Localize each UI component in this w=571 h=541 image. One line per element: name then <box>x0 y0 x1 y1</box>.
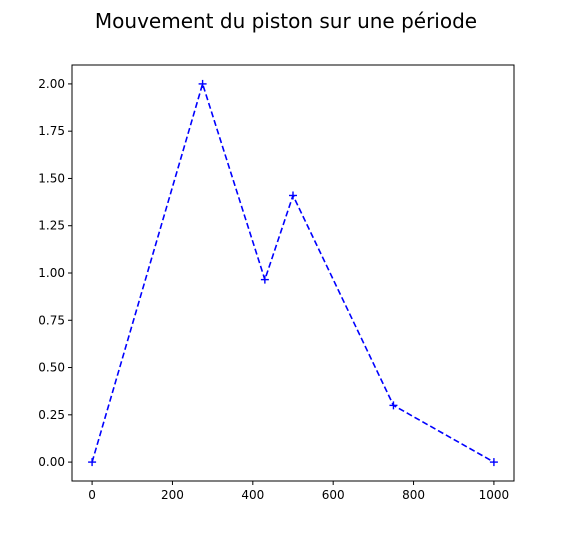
plot-area <box>72 65 514 481</box>
y-tick-label: 2.00 <box>38 77 65 91</box>
data-point <box>389 401 398 410</box>
x-tick-label: 800 <box>402 488 425 502</box>
y-tick-label: 0.50 <box>38 361 65 375</box>
data-point <box>489 458 498 467</box>
y-tick-label: 1.75 <box>38 124 65 138</box>
y-tick-label: 1.50 <box>38 171 65 185</box>
series-line <box>91 81 495 463</box>
data-point <box>289 191 297 200</box>
x-tick-label: 600 <box>322 488 345 502</box>
x-tick-label: 0 <box>88 488 96 502</box>
y-tick-label: 1.00 <box>38 266 65 280</box>
chart-title: Mouvement du piston sur une période <box>95 9 477 33</box>
plot-background <box>72 65 514 481</box>
y-tick-label: 0.25 <box>38 408 65 422</box>
x-tick-label: 200 <box>161 488 184 502</box>
data-point <box>198 79 207 88</box>
axes: 0 200 400 600 800 1000 0.00 0.25 0.50 0.75 1.00 1.2… <box>38 64 515 502</box>
data-point <box>260 275 269 284</box>
data-point <box>88 458 97 467</box>
y-tick-label: 0.00 <box>38 455 65 469</box>
y-tick-label: 0.75 <box>38 313 65 327</box>
x-tick-label: 1000 <box>479 488 510 502</box>
series-layer <box>88 79 498 467</box>
x-tick-label: 400 <box>241 488 264 502</box>
y-tick-label: 1.25 <box>38 219 65 233</box>
